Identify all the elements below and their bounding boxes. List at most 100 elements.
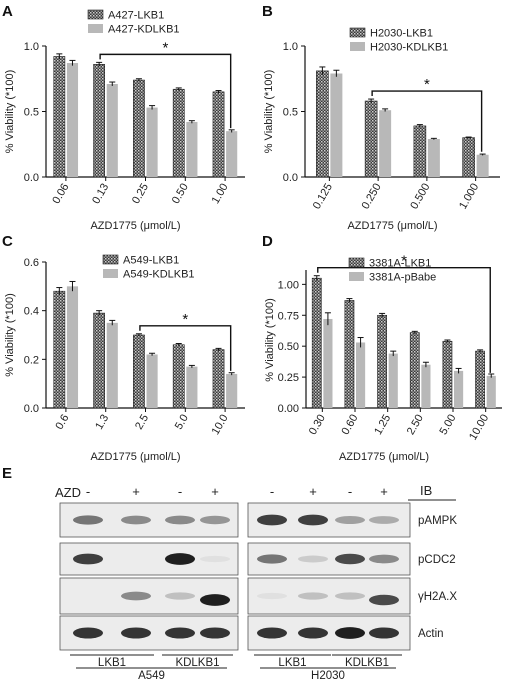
treatment-sign: -	[86, 484, 90, 499]
bar-series1	[172, 88, 185, 178]
blot-band	[257, 627, 287, 639]
legend-swatch	[348, 257, 365, 268]
significance-star: *	[162, 39, 168, 56]
chart-panel-d: 0.00 0.25 0.50 0.75 1.00% Viability (*100) 0.…	[264, 253, 502, 463]
group-label: KDLKB1	[175, 657, 219, 669]
blot-band	[335, 592, 365, 600]
legend-label: A549-KDLKB1	[123, 269, 195, 281]
protein-label: pCDC2	[418, 554, 456, 566]
blot-band	[298, 592, 328, 600]
significance-star: *	[182, 311, 188, 328]
legend-label: A427-KDLKB1	[108, 24, 180, 36]
y-tick-label: 0.5	[24, 107, 39, 119]
blot-band	[200, 627, 230, 639]
bar-series2	[226, 373, 238, 408]
blot-band	[298, 627, 328, 639]
bar-series2	[146, 107, 158, 177]
y-tick-label: 1.0	[24, 41, 39, 53]
bar-series2	[356, 342, 366, 408]
blot-band	[73, 553, 103, 565]
legend-label: A549-LKB1	[123, 255, 179, 267]
x-tick-label: 2.50	[405, 413, 426, 438]
blot-band	[121, 591, 151, 601]
bar-series2	[106, 83, 118, 177]
legend-label: H2030-LKB1	[370, 28, 433, 40]
x-tick-label: 10.0	[210, 413, 231, 438]
bar-series2	[388, 353, 398, 408]
bar-series2	[226, 131, 238, 177]
treatment-sign: -	[270, 484, 274, 499]
bar-series1	[344, 300, 355, 409]
bar-series1	[475, 350, 485, 409]
blot-band	[335, 627, 365, 639]
bar-series1	[133, 334, 145, 409]
panel-letter-e: E	[2, 465, 12, 482]
treatment-label: AZD	[55, 485, 81, 500]
bar-series2	[486, 375, 496, 408]
treatment-sign: -	[348, 484, 352, 499]
x-tick-label: 0.125	[311, 182, 335, 212]
legend-swatch	[350, 42, 365, 51]
x-tick-label: 1.25	[372, 413, 393, 438]
panel-letter-b: B	[262, 3, 273, 20]
y-tick-label: 0.0	[24, 172, 39, 184]
y-tick-label: 0.25	[278, 372, 299, 384]
y-tick-label: 0.0	[24, 403, 39, 415]
bar-charts: 0.00.51.0% Viability (*100)0.06 0.13 0.25 0…	[4, 10, 502, 463]
y-tick-label: 0.6	[24, 257, 39, 269]
y-tick-label: 0.4	[24, 306, 39, 318]
x-axis-label: AZD1775 (μmol/L)	[90, 220, 180, 232]
blot-band	[335, 515, 365, 525]
cell-line-label: H2030	[311, 670, 345, 681]
chart-panel-a: 0.0 0.5 1.0 % Viability (*100) 0.06 0.13 0.25 0…	[4, 10, 245, 232]
blot-band	[165, 553, 195, 565]
blot-band	[121, 627, 151, 639]
blot-band	[165, 515, 195, 525]
x-tick-label: 1.00	[210, 182, 231, 207]
blot-band	[121, 515, 151, 525]
bar-series1	[442, 340, 453, 409]
x-axis-label: AZD1775 (μmol/L)	[339, 451, 429, 463]
group-label: LKB1	[98, 657, 126, 669]
bar-series1	[212, 91, 225, 178]
y-axis-label: % Viability (*100)	[4, 70, 16, 154]
y-axis-label: % Viability (*100)	[4, 293, 16, 377]
bar-series1	[172, 344, 185, 409]
x-axis-label: AZD1775 (μmol/L)	[90, 451, 180, 463]
y-tick-label: 0.5	[283, 107, 298, 119]
x-tick-label: 0.6	[53, 413, 71, 432]
y-tick-label: 0.75	[278, 310, 299, 322]
significance-bracket	[371, 90, 483, 152]
blot-block-a549: LKB1 KDLKB1 A549	[59, 502, 239, 682]
significance-bracket	[99, 53, 232, 129]
bar-series1	[311, 277, 322, 409]
x-tick-label: 1.000	[457, 182, 481, 212]
bar-series1	[413, 125, 427, 178]
legend-label: 3381A-LKB1	[369, 258, 431, 270]
blot-band	[298, 555, 328, 563]
bar-series1	[93, 312, 105, 409]
bar-series2	[186, 366, 198, 408]
treatment-sign: +	[211, 484, 219, 499]
x-tick-label: 10.00	[467, 412, 491, 442]
significance-bracket	[317, 267, 491, 373]
blot-band	[257, 554, 287, 564]
x-tick-label: 0.50	[170, 182, 191, 207]
bar-series1	[316, 70, 329, 178]
y-axis-label: % Viability (*100)	[263, 70, 275, 154]
y-axis-label: % Viability (*100)	[264, 298, 276, 382]
cell-line-label: A549	[138, 670, 165, 681]
bar-series1	[462, 137, 475, 178]
significance-bracket	[139, 325, 232, 371]
legend-swatch	[102, 254, 119, 265]
blot-band	[369, 594, 399, 606]
bar-series2	[106, 322, 118, 408]
blot-band	[257, 592, 287, 600]
x-tick-label: 1.3	[93, 413, 111, 432]
x-tick-label: 5.00	[437, 413, 458, 438]
treatment-sign: -	[178, 484, 182, 499]
bar-series2	[146, 354, 158, 408]
x-tick-label: 2.5	[133, 413, 151, 432]
